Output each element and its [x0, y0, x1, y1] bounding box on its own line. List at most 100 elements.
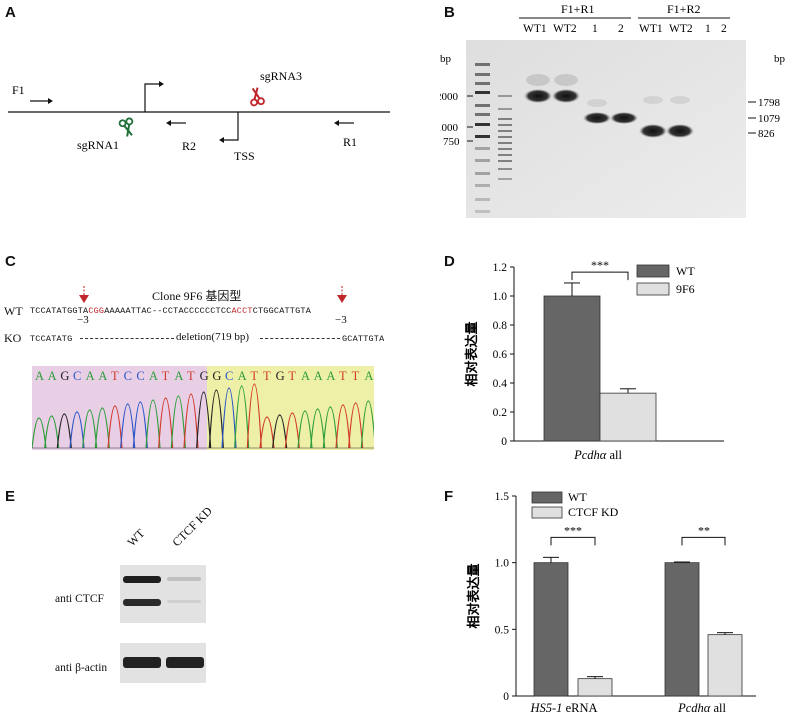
- chromatogram-peak: [297, 410, 313, 449]
- band-wt2-f1r2: [666, 124, 694, 138]
- chromatogram-peak: [208, 389, 224, 449]
- chromatogram-peak: [246, 383, 262, 449]
- bar: [533, 562, 569, 697]
- band-wt2-f1r1: [552, 89, 580, 103]
- chromatogram-base: T: [288, 369, 296, 383]
- legend-label: CTCF KD: [568, 505, 619, 519]
- chromatogram-peak: [348, 402, 364, 449]
- significance-label-1: ***: [564, 523, 582, 537]
- chromatogram-base: A: [98, 369, 107, 383]
- blot-lane-wt: WT: [124, 526, 148, 550]
- y-tick-label: 0.2: [493, 407, 508, 419]
- deletion-label: deletion(719 bp): [176, 331, 250, 343]
- cut-left-label: −3: [77, 314, 89, 326]
- chromatogram-peak: [183, 393, 199, 449]
- f1-label: F1: [12, 83, 25, 97]
- x-category-label: HS5-1 eRNA: [529, 701, 597, 713]
- panel-label-d: D: [444, 253, 455, 270]
- cut-right-label: −3: [335, 314, 347, 326]
- marker-right-label: 1079: [758, 113, 781, 125]
- y-tick-label: 0: [503, 691, 509, 703]
- chromatogram-base: A: [364, 369, 373, 383]
- gel-panel: F1+R1 F1+R2 WT1 WT2 1 2 WT1 WT2 1 2: [436, 0, 800, 240]
- chromatogram-peak: [221, 387, 237, 449]
- bar: [707, 634, 743, 697]
- sgrna3-label: sgRNA3: [260, 69, 302, 83]
- significance-bracket: [550, 536, 596, 546]
- y-tick-label: 0.6: [493, 349, 508, 361]
- chromatogram-base: A: [35, 369, 44, 383]
- chromatogram-base: A: [48, 369, 57, 383]
- gel-lane-label: WT1: [639, 23, 663, 35]
- legend-label: 9F6: [676, 282, 695, 296]
- bar: [664, 562, 700, 697]
- clone-title: Clone 9F6 基因型: [152, 289, 242, 303]
- chromatogram-peak: [32, 417, 47, 449]
- marker-right-label: 1798: [758, 97, 781, 109]
- panel-label-b: B: [444, 4, 455, 21]
- chromatogram-peak: [360, 400, 374, 449]
- significance-label: ***: [591, 258, 609, 272]
- chromatogram-base: T: [263, 369, 271, 383]
- chromatogram-peak: [120, 403, 136, 449]
- chromatogram-base: A: [149, 369, 158, 383]
- band-wt1-f1r1: [524, 89, 552, 103]
- chromatogram-base: C: [73, 369, 81, 383]
- wt-sequence: TCCATATGGTACGGAAAAATTAC--CCTACCCCCCTCCAC…: [30, 306, 312, 316]
- bp-label-left: bp: [440, 53, 452, 65]
- chromatogram-base: A: [86, 369, 95, 383]
- y-tick-label: 0.5: [495, 624, 510, 636]
- ko-dash-left: [80, 338, 174, 339]
- chromatogram-peak: [335, 404, 351, 449]
- chromatogram-peak: [107, 405, 123, 449]
- bar: [577, 678, 613, 697]
- y-tick-label: 0.8: [493, 320, 508, 332]
- chromatogram-peak: [69, 411, 85, 449]
- y-tick-label: 1.0: [495, 558, 510, 570]
- chromatogram-base: T: [162, 369, 170, 383]
- chromatogram-peak: [94, 407, 110, 449]
- chromatogram-base: T: [339, 369, 347, 383]
- cut-site-markers: [79, 286, 347, 303]
- chromatogram-peak: [272, 414, 288, 449]
- y-axis-label: 相对表达量: [466, 563, 481, 628]
- ko-dash-right: [260, 338, 340, 339]
- ko-seq-left: TCCATATG: [30, 334, 73, 344]
- sequence-panel: Clone 9F6 基因型 WT TCCATATGGTACGGAAAAATTAC…: [0, 270, 420, 485]
- marker-left-label: 1000: [440, 122, 459, 134]
- sgrna1-label: sgRNA1: [77, 138, 119, 152]
- cut-arrow-right-icon: [337, 295, 347, 303]
- ko-label: KO: [4, 331, 22, 345]
- tss-label: TSS: [234, 149, 255, 163]
- chromatogram-base: A: [238, 369, 247, 383]
- bar: [543, 295, 601, 442]
- band-wt1-f1r2: [639, 124, 667, 138]
- legend-label: WT: [568, 490, 587, 504]
- r1-label: R1: [343, 135, 357, 149]
- gel-lane-label: 2: [721, 23, 727, 35]
- y-tick-label: 1.5: [495, 491, 510, 503]
- chromatogram-base: G: [212, 369, 221, 383]
- gel-group-f1r2: F1+R2: [667, 2, 700, 16]
- ladder-lane-1: [475, 63, 490, 213]
- y-tick-label: 0.4: [493, 378, 508, 390]
- ladder-lane-2: [498, 95, 512, 180]
- panel-label-f: F: [444, 488, 454, 505]
- chromatogram-base: T: [111, 369, 119, 383]
- gel-lane-label: WT2: [669, 23, 693, 35]
- chromatogram-base: A: [174, 369, 183, 383]
- chromatogram-peak: [259, 416, 275, 449]
- y-tick-label: 1.0: [493, 291, 508, 303]
- r2-label: R2: [182, 139, 196, 153]
- bp-label-right: bp: [774, 53, 786, 65]
- chromatogram-peak: [56, 413, 72, 449]
- marker-left-label: 2000: [440, 91, 459, 103]
- tss-arrow: [223, 112, 239, 141]
- chromatogram-base: T: [187, 369, 195, 383]
- x-category-label: Pcdhα all: [573, 448, 622, 462]
- chromatogram-base: A: [301, 369, 310, 383]
- gel-image: [466, 40, 746, 218]
- blot-lane-ctcf-kd: CTCF KD: [169, 503, 215, 550]
